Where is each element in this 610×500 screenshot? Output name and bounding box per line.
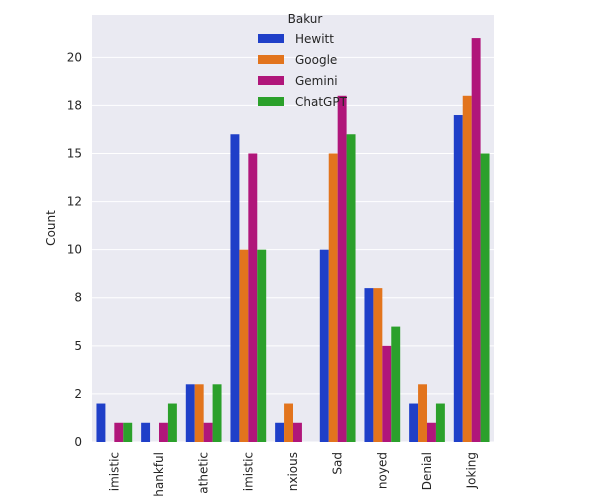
bar-google-2: [194, 384, 204, 442]
bar-google-3: [239, 249, 249, 442]
bar-google-5: [328, 153, 338, 442]
bar-chatgpt-0: [123, 422, 133, 442]
bar-gemini-4: [293, 422, 302, 442]
bar-google-8: [462, 95, 472, 442]
bar-gemini-0: [114, 422, 124, 442]
bar-hewitt-4: [275, 422, 285, 442]
bar-chatgpt-3: [257, 249, 267, 442]
bar-gemini-2: [203, 422, 213, 442]
legend-label-hewitt: Hewitt: [295, 32, 334, 46]
plot-background: [92, 15, 494, 442]
bar-hewitt-2: [185, 384, 195, 442]
legend-label-google: Google: [295, 53, 337, 67]
bar-hewitt-6: [364, 288, 374, 442]
bar-gemini-7: [427, 422, 436, 442]
bar-gemini-1: [159, 422, 168, 442]
x-tick-label: noyed: [375, 452, 389, 489]
y-tick-label: 8: [74, 291, 82, 305]
x-tick-label: Joking: [465, 452, 479, 489]
y-axis-ticks: 0 2 5 8 10 12 15 18 20: [67, 50, 82, 449]
bars: [96, 38, 490, 443]
bar-gemini-8: [471, 38, 481, 442]
legend-swatch-google: [258, 55, 284, 64]
x-tick-label: nxious: [286, 452, 300, 491]
y-tick-label: 10: [67, 243, 82, 257]
y-tick-label: 0: [74, 435, 82, 449]
bar-chatgpt-8: [480, 153, 490, 442]
bar-hewitt-0: [96, 403, 106, 442]
bar-chatgpt-7: [435, 403, 445, 442]
y-tick-label: 5: [74, 339, 82, 353]
y-tick-label: 18: [67, 98, 82, 112]
gridlines: [92, 56, 494, 443]
bar-hewitt-8: [453, 115, 463, 443]
legend-label-chatgpt: ChatGPT: [295, 95, 348, 109]
bar-chatgpt-5: [346, 134, 356, 442]
bar-chatgpt-1: [167, 403, 177, 442]
bar-hewitt-3: [230, 134, 240, 442]
x-tick-label: athetic: [197, 452, 211, 494]
legend-swatch-gemini: [258, 76, 284, 85]
x-tick-label: hankful: [152, 452, 166, 497]
bar-chatgpt-2: [212, 384, 222, 442]
y-tick-label: 2: [74, 387, 82, 401]
legend: Bakur Hewitt Google Gemini ChatGPT: [258, 12, 348, 109]
bar-chatgpt-6: [391, 326, 401, 442]
y-tick-label: 20: [67, 50, 82, 64]
bar-gemini-6: [382, 345, 392, 442]
bar-hewitt-5: [319, 249, 329, 442]
y-axis-label: Count: [44, 210, 58, 246]
x-axis-ticks: imistic hankful athetic imistic nxious Sad noy…: [107, 452, 478, 497]
legend-title: Bakur: [288, 12, 323, 26]
bar-google-4: [284, 403, 293, 442]
bar-gemini-3: [248, 153, 258, 442]
y-tick-label: 12: [67, 195, 82, 209]
bar-google-7: [418, 384, 427, 442]
x-tick-label: imistic: [107, 452, 121, 491]
x-tick-label: imistic: [241, 452, 255, 491]
bar-google-6: [373, 288, 383, 442]
x-tick-label: Sad: [331, 452, 345, 475]
legend-swatch-hewitt: [258, 34, 284, 43]
bar-hewitt-1: [141, 422, 151, 442]
legend-label-gemini: Gemini: [295, 74, 338, 88]
bar-hewitt-7: [409, 403, 419, 442]
bar-gemini-5: [337, 95, 347, 442]
y-tick-label: 15: [67, 146, 82, 160]
legend-swatch-chatgpt: [258, 97, 284, 106]
x-tick-label: Denial: [420, 452, 434, 490]
